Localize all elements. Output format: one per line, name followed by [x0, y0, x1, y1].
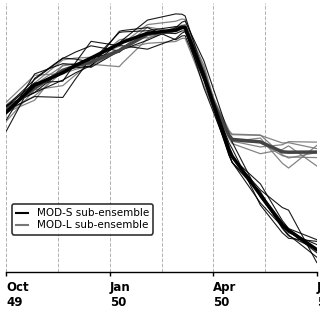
Legend: MOD-S sub-ensemble, MOD-L sub-ensemble: MOD-S sub-ensemble, MOD-L sub-ensemble: [12, 204, 153, 235]
